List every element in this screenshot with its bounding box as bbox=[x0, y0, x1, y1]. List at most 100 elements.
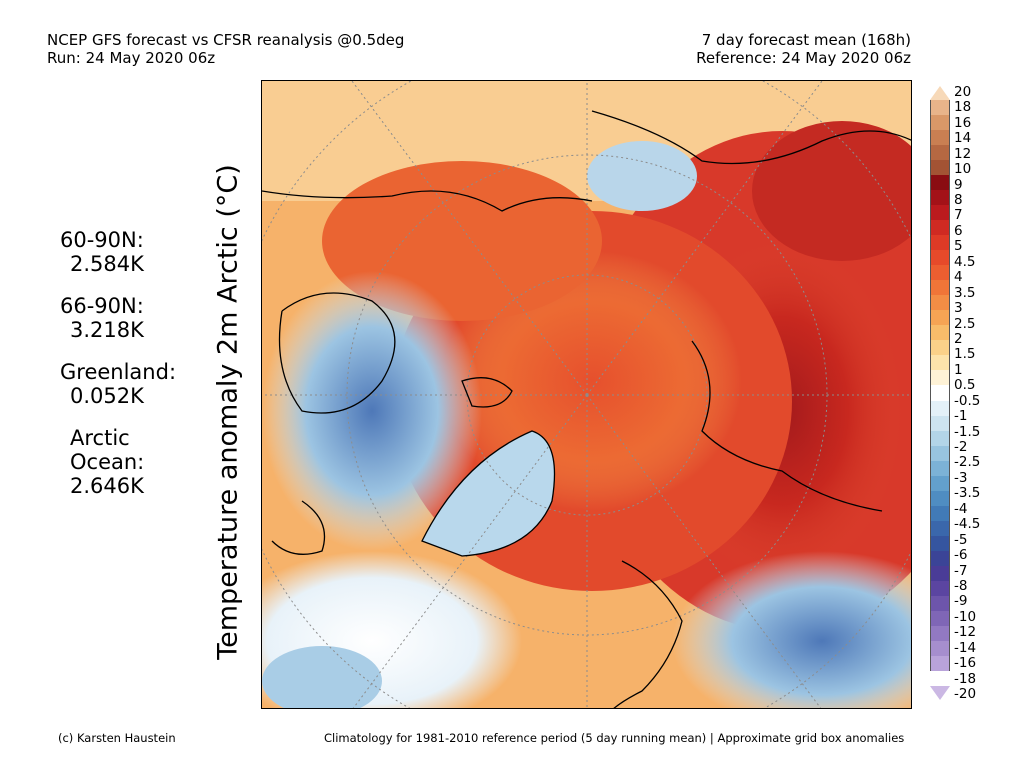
coastlines bbox=[262, 110, 911, 708]
colorbar-tick-label: -0.5 bbox=[954, 392, 981, 409]
header-right: 7 day forecast mean (168h) Reference: 24… bbox=[696, 31, 911, 67]
run-date: Run: 24 May 2020 06z bbox=[47, 49, 216, 67]
colorbar-cell bbox=[930, 220, 950, 236]
colorbar-cell bbox=[930, 115, 950, 131]
colorbar-cell bbox=[930, 310, 950, 326]
colorbar-cell bbox=[930, 415, 950, 432]
colorbar-tick-label: -7 bbox=[954, 562, 968, 579]
colorbar-tick-label: -8 bbox=[954, 577, 968, 594]
stat-name: 66-90N: bbox=[60, 294, 144, 318]
colorbar-cell bbox=[930, 370, 950, 386]
stat-name: 60-90N: bbox=[60, 228, 144, 252]
colorbar-tick-label: 6 bbox=[954, 222, 963, 239]
colorbar-cell bbox=[930, 340, 950, 356]
colorbar-cell bbox=[930, 130, 950, 146]
colorbar-cell bbox=[930, 625, 950, 642]
colorbar-tick-label: -4 bbox=[954, 500, 968, 517]
colorbar-tick-label: 16 bbox=[954, 114, 972, 131]
colorbar-cell bbox=[930, 145, 950, 161]
colorbar-tick-label: -12 bbox=[954, 624, 977, 641]
stat-value: 2.584K bbox=[70, 252, 144, 276]
colorbar-cell bbox=[930, 475, 950, 492]
stat-arctic-ocean: Arctic Ocean: 2.646K bbox=[60, 426, 210, 498]
colorbar-cell bbox=[930, 520, 950, 537]
stat-60-90n: 60-90N: 2.584K bbox=[60, 228, 210, 276]
colorbar-cell bbox=[930, 190, 950, 206]
colorbar bbox=[930, 86, 950, 700]
regional-stats: 60-90N: 2.584K 66-90N: 3.218K Greenland:… bbox=[60, 228, 210, 516]
chukotka-warm-region bbox=[752, 121, 911, 261]
colorbar-cell bbox=[930, 325, 950, 341]
stat-name-cont: Ocean: bbox=[70, 450, 145, 474]
europe-cold-region bbox=[672, 551, 911, 708]
colorbar-tick-label: 20 bbox=[954, 84, 972, 100]
colorbar-tick-label: 2.5 bbox=[954, 315, 976, 332]
anomaly-map bbox=[261, 80, 912, 709]
colorbar-cell bbox=[930, 295, 950, 311]
colorbar-tick-label: 18 bbox=[954, 99, 972, 116]
colorbar-cell bbox=[930, 430, 950, 447]
colorbar-tick-label: 4.5 bbox=[954, 253, 976, 270]
colorbar-cell bbox=[930, 535, 950, 552]
greenland-cool-region bbox=[422, 431, 555, 556]
canada-cold-region bbox=[262, 271, 482, 551]
colorbar-cell bbox=[930, 445, 950, 462]
graticule bbox=[262, 81, 911, 708]
stat-value: 2.646K bbox=[70, 474, 144, 498]
stat-value: 3.218K bbox=[70, 318, 144, 342]
colorbar-bottom-cap bbox=[930, 686, 950, 700]
colorbar-cell bbox=[930, 400, 950, 417]
colorbar-tick-label: -18 bbox=[954, 670, 977, 687]
stat-greenland: Greenland: 0.052K bbox=[60, 360, 210, 408]
polar-map-svg bbox=[262, 81, 911, 708]
colorbar-cell bbox=[930, 565, 950, 582]
colorbar-cell bbox=[930, 385, 950, 401]
colorbar-tick-label: -6 bbox=[954, 547, 968, 564]
colorbar-tick-label: -3 bbox=[954, 469, 968, 486]
colorbar-top-cap bbox=[930, 86, 950, 100]
colorbar-tick-label: -3.5 bbox=[954, 485, 981, 502]
colorbar-cell bbox=[930, 100, 950, 116]
colorbar-tick-label: -9 bbox=[954, 593, 968, 610]
colorbar-tick-label: -1 bbox=[954, 408, 968, 425]
colorbar-cell bbox=[930, 175, 950, 191]
colorbar-tick-label: -20 bbox=[954, 686, 977, 702]
colorbar-cell bbox=[930, 250, 950, 266]
colorbar-tick-label: 8 bbox=[954, 192, 963, 209]
colorbar-cell bbox=[930, 160, 950, 176]
colorbar-tick-label: 3.5 bbox=[954, 284, 976, 301]
colorbar-tick-label: 1.5 bbox=[954, 346, 976, 363]
stat-value: 0.052K bbox=[70, 384, 144, 408]
colorbar-tick-label: -1.5 bbox=[954, 423, 981, 440]
colorbar-cell bbox=[930, 205, 950, 221]
colorbar-cell bbox=[930, 490, 950, 507]
colorbar-tick-label: -16 bbox=[954, 655, 977, 672]
colorbar-cell bbox=[930, 550, 950, 567]
east-siberia-cool-region bbox=[587, 141, 697, 211]
colorbar-cell bbox=[930, 265, 950, 281]
colorbar-tick-label: -2.5 bbox=[954, 454, 981, 471]
stat-66-90n: 66-90N: 3.218K bbox=[60, 294, 210, 342]
colorbar-cell bbox=[930, 655, 950, 672]
climatology-note: Climatology for 1981-2010 reference peri… bbox=[324, 731, 905, 745]
colorbar-tick-label: 4 bbox=[954, 269, 963, 286]
colorbar-cell bbox=[930, 595, 950, 612]
colorbar-cell bbox=[930, 505, 950, 522]
colorbar-cell bbox=[930, 280, 950, 296]
colorbar-tick-label: -10 bbox=[954, 608, 977, 625]
atlantic-cool-spot bbox=[262, 646, 382, 708]
stat-name: Greenland: bbox=[60, 360, 177, 384]
colorbar-tick-label: 2 bbox=[954, 330, 963, 347]
colorbar-tick-label: 3 bbox=[954, 300, 963, 317]
colorbar-tick-label: 12 bbox=[954, 145, 972, 162]
colorbar-cell bbox=[930, 640, 950, 657]
colorbar-tick-label: -14 bbox=[954, 639, 977, 656]
model-title: NCEP GFS forecast vs CFSR reanalysis @0.… bbox=[47, 31, 405, 49]
colorbar-tick-label: 9 bbox=[954, 176, 963, 193]
colorbar-tick-label: -4.5 bbox=[954, 516, 981, 533]
colorbar-tick-label: -2 bbox=[954, 439, 968, 456]
colorbar-cell bbox=[930, 610, 950, 627]
colorbar-tick-label: 0.5 bbox=[954, 377, 976, 394]
colorbar-labels: 20 18 16 14 12 10 9 8 7 6 5 4.5 4 3.5 3 2.5 2 1.5 1 0.5 -0.5… bbox=[954, 84, 1014, 702]
reference-date: Reference: 24 May 2020 06z bbox=[696, 49, 911, 67]
